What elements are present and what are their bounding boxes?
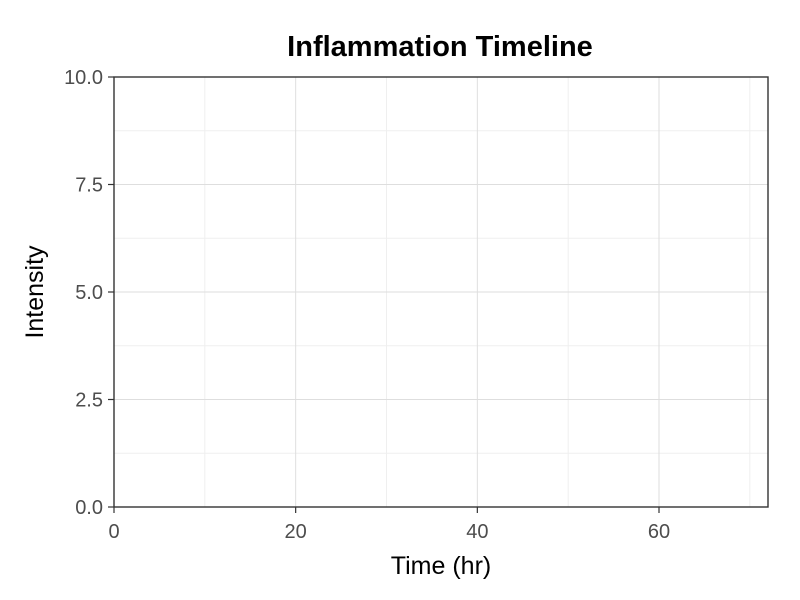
- x-tick-label: 0: [108, 521, 119, 543]
- x-tick-label: 60: [648, 521, 670, 543]
- axis-ticks: 0 20 40 60 0.0 2.5 5.0 7.5 10.0: [64, 67, 670, 543]
- y-tick-label: 0.0: [75, 497, 103, 519]
- grid: [113, 76, 768, 508]
- y-tick-label: 7.5: [75, 175, 103, 197]
- chart-title: Inflammation Timeline: [287, 31, 593, 63]
- plot-panel: 0 20 40 60 0.0 2.5 5.0 7.5 10.0: [64, 67, 769, 543]
- x-axis-title: Time (hr): [391, 552, 491, 580]
- y-tick-label: 10.0: [64, 67, 103, 89]
- y-tick-label: 5.0: [75, 282, 103, 304]
- y-tick-label: 2.5: [75, 390, 103, 412]
- x-tick-label: 20: [285, 521, 307, 543]
- x-tick-label: 40: [466, 521, 488, 543]
- y-axis-title: Intensity: [21, 245, 49, 339]
